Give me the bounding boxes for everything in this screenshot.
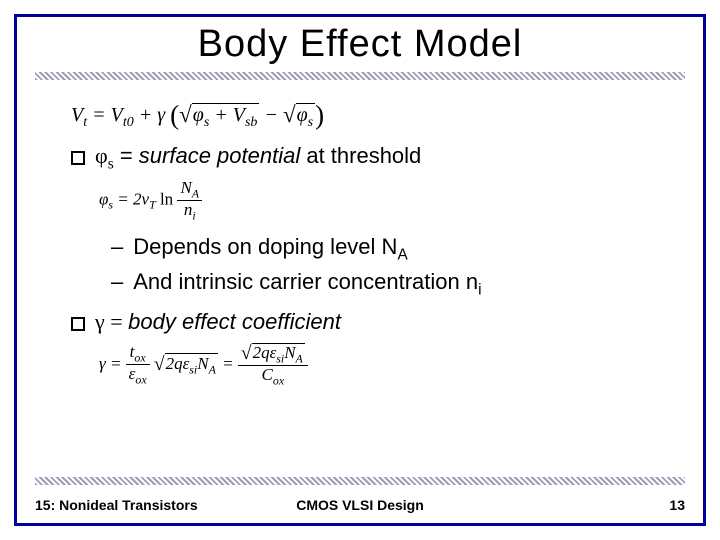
bullet-surface-potential: φs = surface potential at threshold [71, 143, 675, 173]
footer: 15: Nonideal Transistors CMOS VLSI Desig… [35, 497, 685, 513]
sub1-text: Depends on doping level NA [133, 234, 407, 264]
eq1-sqrt2: √φs [283, 102, 315, 131]
equation-phis: φs = 2vT ln NAni [99, 179, 675, 222]
eq1-vt: Vt [71, 104, 87, 126]
bullet-body-effect: γ = body effect coefficient [71, 309, 675, 335]
bullet-box-icon [71, 151, 85, 165]
eq1-sqrt1: √φs + Vsb [179, 102, 259, 131]
bullet1-text: φs = surface potential at threshold [95, 143, 421, 173]
footer-right: 13 [669, 497, 685, 513]
eq3-sqrt1: √2qεsiNA [154, 353, 218, 377]
bullet2-text: γ = body effect coefficient [95, 309, 341, 335]
slide-frame: Body Effect Model Vt = Vt0 + γ (√φs + Vs… [14, 14, 706, 526]
dash-icon: – [111, 234, 123, 260]
eq1-gamma: γ [157, 104, 165, 126]
bullet-box-icon [71, 317, 85, 331]
equation-vt: Vt = Vt0 + γ (√φs + Vsb − √φs) [71, 100, 675, 131]
sub2-text: And intrinsic carrier concentration ni [133, 269, 481, 299]
eq1-vt0: Vt0 [111, 104, 134, 126]
slide-title: Body Effect Model [17, 23, 703, 66]
footer-divider [35, 477, 685, 485]
dash-icon: – [111, 269, 123, 295]
content-area: Vt = Vt0 + γ (√φs + Vsb − √φs) φs = surf… [17, 80, 703, 387]
eq2-fraction: NAni [177, 179, 202, 222]
subbullet-intrinsic: – And intrinsic carrier concentration ni [111, 269, 675, 299]
footer-center: CMOS VLSI Design [35, 497, 685, 513]
eq3-frac2: √2qεsiNACox [238, 343, 308, 387]
eq3-frac1: toxεox [126, 343, 150, 386]
equation-gamma: γ = toxεox √2qεsiNA = √2qεsiNACox [99, 343, 675, 387]
title-divider [35, 72, 685, 80]
subbullet-doping: – Depends on doping level NA [111, 234, 675, 264]
